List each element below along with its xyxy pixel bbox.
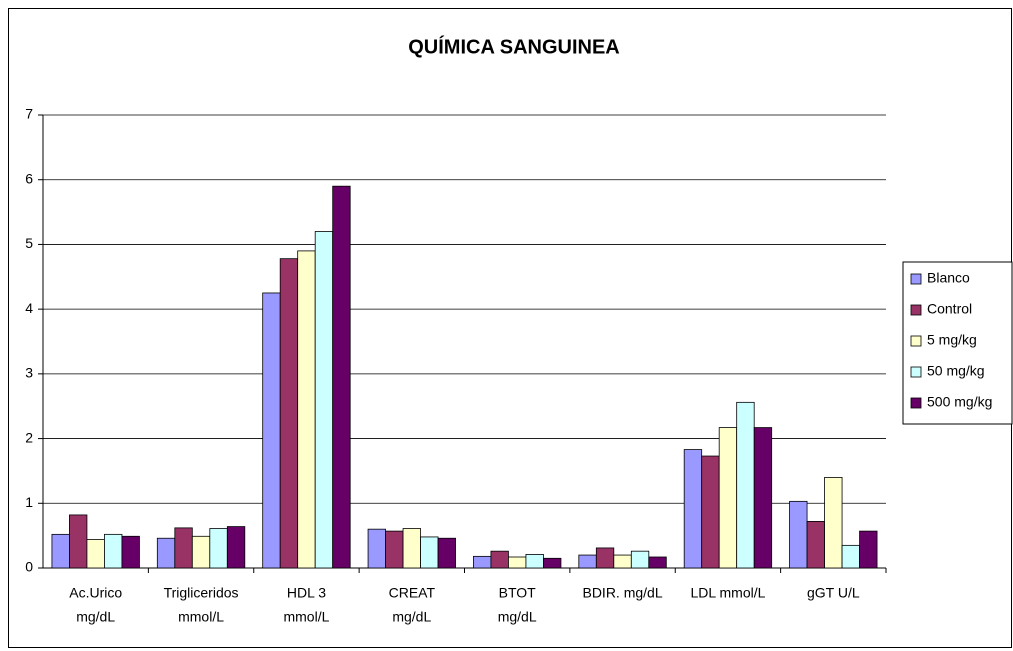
bar — [314, 231, 334, 569]
bar — [262, 292, 281, 569]
x-tick-label: BDIR. mg/dL — [582, 585, 662, 601]
bar — [367, 528, 386, 569]
bar — [279, 258, 299, 569]
bar — [437, 537, 456, 569]
bar — [86, 539, 105, 569]
x-tick-label: LDL mmol/L — [690, 585, 765, 601]
y-tick-label: 5 — [25, 235, 33, 251]
x-tick-label: mmol/L — [178, 609, 224, 625]
bar — [595, 547, 615, 569]
legend-swatch — [910, 335, 922, 347]
legend-label: 50 mg/kg — [927, 363, 985, 379]
y-tick-label: 1 — [25, 494, 33, 510]
bar — [402, 528, 421, 569]
bar — [701, 455, 720, 569]
bar — [824, 476, 843, 569]
y-tick-label: 3 — [25, 365, 33, 381]
legend-label: Control — [927, 301, 972, 317]
legend-label: 500 mg/kg — [927, 394, 992, 410]
bar — [121, 535, 140, 569]
bar — [191, 535, 211, 569]
y-tick-label: 6 — [25, 170, 33, 186]
bar — [578, 554, 597, 569]
bar — [859, 530, 878, 569]
chart-title: QUÍMICA SANGUINEA — [408, 35, 619, 58]
bar — [226, 526, 246, 569]
x-tick-label: mg/dL — [392, 609, 431, 625]
legend-swatch — [910, 273, 922, 285]
legend-swatch — [910, 397, 922, 409]
bar — [806, 521, 825, 569]
legend-swatch — [910, 366, 922, 378]
bar — [332, 185, 351, 569]
x-tick-label: mg/dL — [498, 609, 537, 625]
bar — [613, 554, 632, 569]
x-tick-label: gGT U/L — [807, 585, 860, 601]
bar — [841, 544, 860, 569]
bar — [473, 555, 492, 569]
x-tick-label: mg/dL — [76, 609, 115, 625]
legend-label: Blanco — [927, 270, 970, 286]
bar — [174, 527, 193, 569]
bar — [69, 514, 88, 569]
x-tick-label: HDL 3 — [287, 585, 326, 601]
bar — [753, 427, 773, 569]
bar — [297, 250, 316, 569]
bar — [490, 550, 509, 569]
bar — [104, 533, 123, 569]
bar — [51, 533, 70, 569]
x-tick-label: BTOT — [499, 585, 537, 601]
x-tick-label: Ac.Urico — [69, 585, 122, 601]
x-tick-label: CREAT — [389, 585, 436, 601]
bar — [683, 449, 703, 569]
y-tick-label: 0 — [25, 559, 33, 575]
y-tick-label: 4 — [25, 300, 33, 316]
bar — [508, 556, 527, 569]
bar — [718, 427, 738, 569]
bar — [630, 550, 650, 569]
x-tick-label: Trigliceridos — [164, 585, 239, 601]
legend-swatch — [910, 304, 922, 316]
y-tick-label: 7 — [25, 106, 33, 122]
bar — [385, 530, 404, 569]
legend-label: 5 mg/kg — [927, 332, 977, 348]
y-tick-label: 2 — [25, 429, 33, 445]
bar — [736, 401, 755, 569]
bar — [156, 537, 176, 569]
x-tick-label: mmol/L — [283, 609, 329, 625]
bar — [543, 557, 562, 569]
bar — [525, 554, 544, 569]
bar — [209, 528, 228, 569]
bar — [789, 500, 808, 569]
bar — [420, 536, 439, 569]
bar — [648, 556, 667, 569]
